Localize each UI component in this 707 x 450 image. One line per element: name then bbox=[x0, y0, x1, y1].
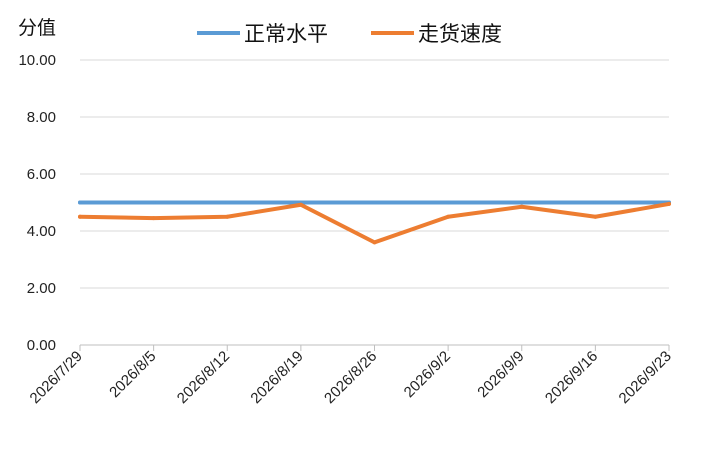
x-tick-label: 2026/8/12 bbox=[174, 348, 233, 407]
data-point-0-2 bbox=[225, 200, 230, 205]
legend: 正常水平 走货速度 bbox=[197, 22, 502, 46]
y-tick-label: 10.00 bbox=[18, 52, 56, 69]
x-tick-label: 2026/9/16 bbox=[542, 348, 601, 407]
data-point-1-0 bbox=[78, 214, 82, 219]
x-tick-label: 2026/9/2 bbox=[401, 348, 454, 401]
y-axis-label: 分值 bbox=[18, 17, 56, 39]
y-tick-label: 8.00 bbox=[27, 109, 56, 126]
data-point-0-7 bbox=[593, 200, 598, 205]
data-point-1-1 bbox=[151, 216, 156, 221]
data-point-0-4 bbox=[372, 200, 377, 205]
data-point-1-8 bbox=[667, 201, 671, 206]
y-axis: 0.00 2.00 4.00 6.00 8.00 10.00 bbox=[18, 52, 56, 354]
data-point-0-1 bbox=[151, 200, 156, 205]
x-tick-label: 2026/8/26 bbox=[321, 348, 380, 407]
y-tick-label: 4.00 bbox=[27, 223, 56, 240]
legend-label-shipping-speed: 走货速度 bbox=[418, 22, 502, 46]
data-point-1-3 bbox=[298, 202, 303, 207]
x-tick-label: 2026/7/29 bbox=[27, 348, 86, 407]
y-tick-label: 6.00 bbox=[27, 166, 56, 183]
series-lines bbox=[78, 200, 671, 245]
x-tick-label: 2026/8/5 bbox=[106, 348, 159, 401]
x-tick-label: 2026/9/9 bbox=[474, 348, 527, 401]
x-axis: 2026/7/29 2026/8/5 2026/8/12 2026/8/19 2026/… bbox=[27, 344, 675, 407]
data-point-0-0 bbox=[78, 200, 82, 205]
data-point-0-6 bbox=[519, 200, 524, 205]
data-point-1-6 bbox=[519, 204, 524, 209]
series-line-1 bbox=[78, 201, 671, 245]
x-tick-label: 2026/8/19 bbox=[247, 348, 306, 407]
data-point-1-7 bbox=[593, 214, 598, 219]
data-point-1-4 bbox=[372, 240, 377, 245]
legend-label-normal-level: 正常水平 bbox=[244, 22, 328, 46]
y-tick-label: 2.00 bbox=[27, 280, 56, 297]
data-point-0-5 bbox=[446, 200, 451, 205]
data-point-1-2 bbox=[225, 214, 230, 219]
data-point-1-5 bbox=[446, 214, 451, 219]
x-tick-label: 2026/9/23 bbox=[616, 348, 675, 407]
y-tick-label: 0.00 bbox=[27, 337, 56, 354]
